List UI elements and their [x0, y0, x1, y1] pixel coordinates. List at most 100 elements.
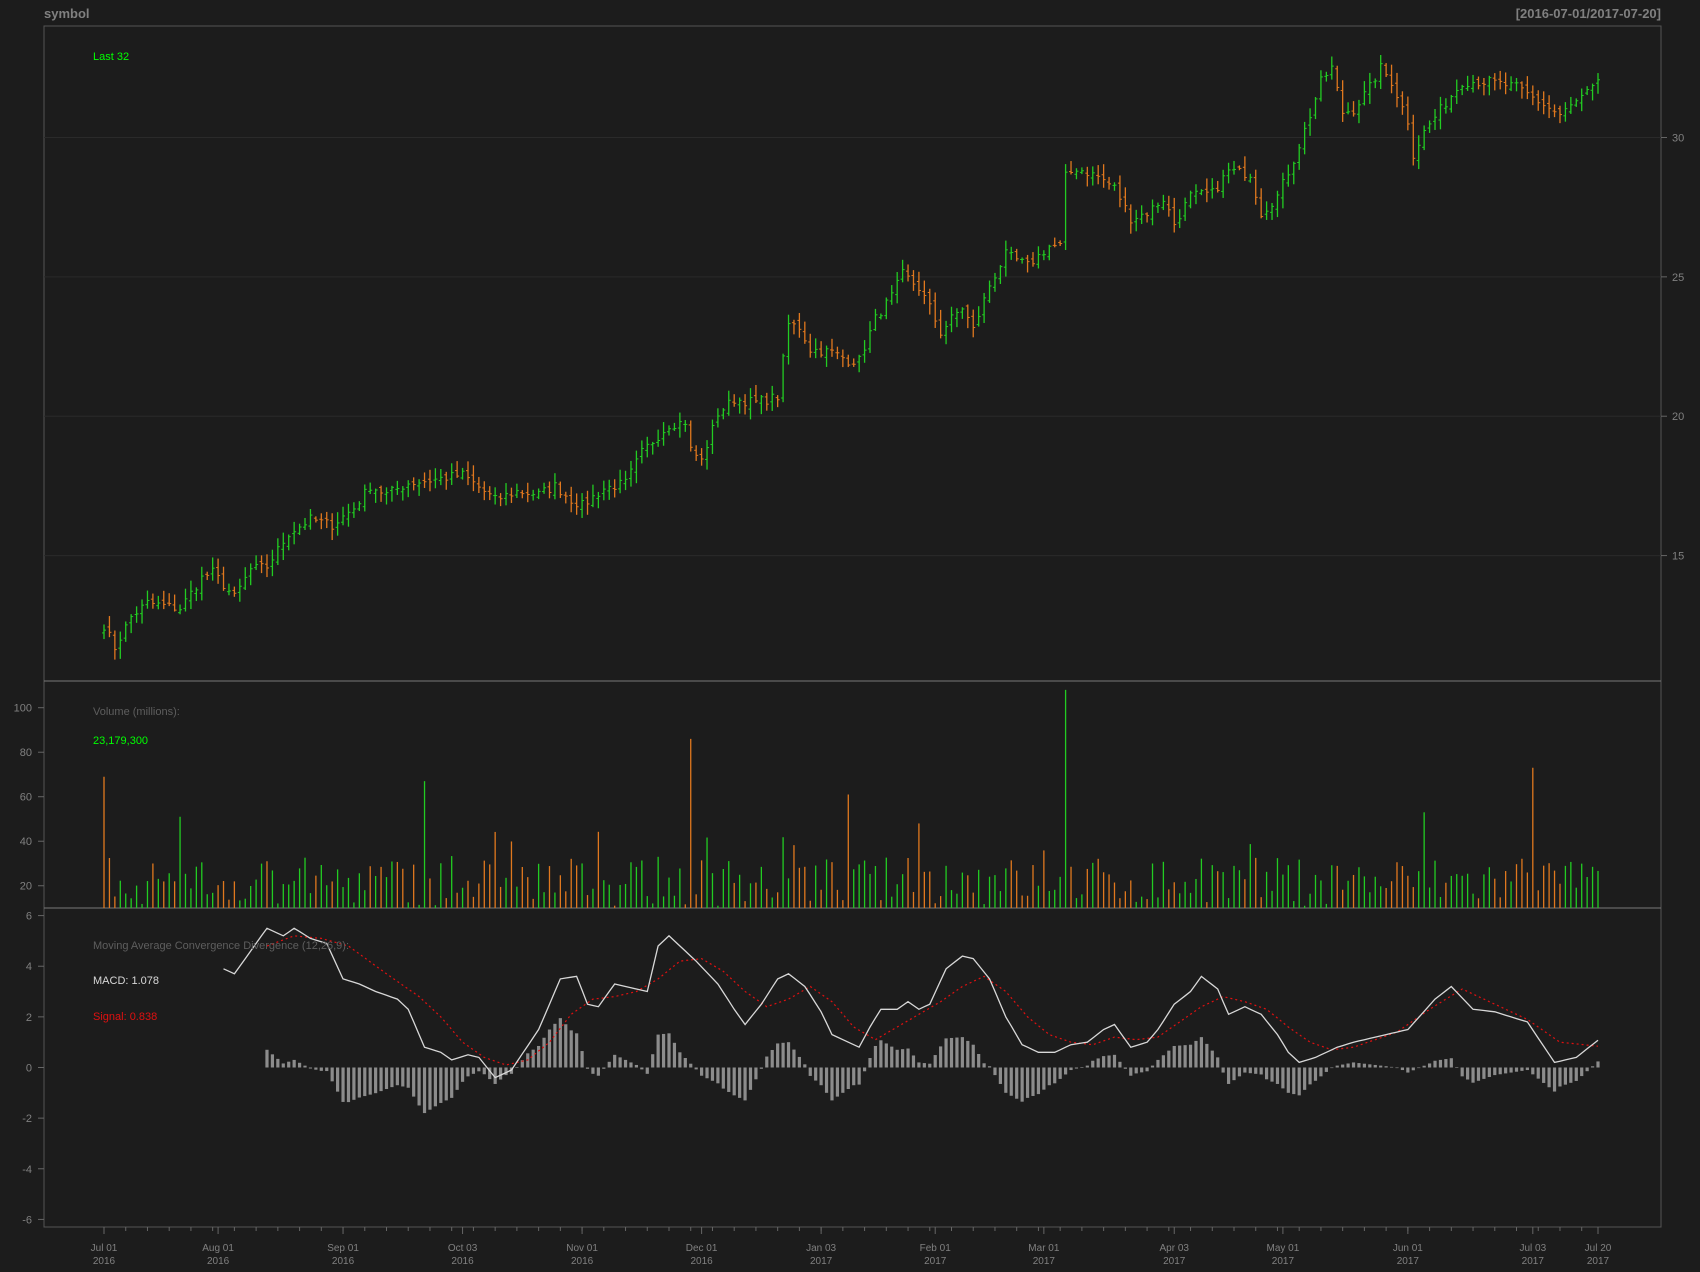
histogram-bar	[884, 1043, 888, 1068]
histogram-bar	[1226, 1067, 1231, 1084]
histogram-bar	[1150, 1065, 1155, 1068]
histogram-bar	[1504, 1067, 1508, 1074]
histogram-bar	[689, 1063, 693, 1068]
macd-tick-label: 2	[26, 1012, 32, 1024]
histogram-bar	[966, 1040, 970, 1068]
volume-tick-label: 40	[20, 836, 32, 848]
histogram-bar	[1341, 1064, 1345, 1068]
histogram-bar	[1102, 1056, 1106, 1068]
histogram-bar	[846, 1067, 850, 1090]
histogram-bar	[1210, 1050, 1214, 1068]
histogram-bar	[1096, 1058, 1100, 1068]
histogram-bar	[1275, 1067, 1280, 1084]
histogram-bar	[591, 1067, 595, 1074]
histogram-bar	[955, 1037, 959, 1068]
histogram-bar	[852, 1067, 856, 1086]
histogram-bar	[906, 1048, 910, 1068]
x-tick-year-label: 2016	[93, 1256, 116, 1267]
histogram-bar	[982, 1063, 986, 1068]
histogram-bar	[1400, 1067, 1405, 1071]
histogram-bar	[683, 1058, 687, 1068]
symbol-title: symbol	[44, 6, 90, 21]
histogram-bar	[1569, 1067, 1573, 1083]
signal-value-label: Signal: 0.838	[93, 1011, 157, 1023]
histogram-bar	[1237, 1067, 1242, 1077]
histogram-bar	[1172, 1045, 1176, 1068]
macd-tick-label: -4	[22, 1164, 32, 1176]
price-tick-label: 20	[1672, 411, 1684, 423]
histogram-bar	[656, 1034, 660, 1068]
histogram-bar	[1444, 1059, 1448, 1068]
histogram-bar	[824, 1067, 829, 1093]
histogram-bar	[1303, 1067, 1307, 1090]
histogram-bar	[901, 1049, 905, 1068]
histogram-bar	[564, 1024, 568, 1068]
histogram-bar	[634, 1064, 639, 1068]
histogram-bar	[537, 1045, 541, 1068]
x-tick-year-label: 2017	[1397, 1256, 1420, 1267]
x-tick-year-label: 2017	[924, 1256, 947, 1267]
histogram-bar	[1438, 1059, 1443, 1068]
histogram-bar	[1248, 1067, 1252, 1074]
histogram-bar	[1542, 1067, 1546, 1083]
histogram-bar	[1351, 1062, 1356, 1068]
histogram-bar	[1455, 1067, 1459, 1068]
histogram-bar	[1221, 1067, 1225, 1073]
histogram-bar	[1243, 1067, 1247, 1073]
histogram-bar	[792, 1049, 796, 1068]
volume-tick-label: 100	[14, 703, 32, 715]
histogram-bar	[1020, 1067, 1024, 1102]
histogram-bar	[352, 1067, 356, 1100]
macd-tick-label: -6	[22, 1214, 32, 1226]
x-tick-year-label: 2017	[1163, 1256, 1186, 1267]
histogram-bar	[694, 1067, 698, 1070]
histogram-bar	[363, 1067, 367, 1097]
histogram-bar	[602, 1067, 606, 1069]
histogram-bar	[629, 1062, 633, 1068]
histogram-bar	[1161, 1055, 1165, 1068]
histogram-bar	[998, 1067, 1002, 1084]
x-tick-year-label: 2017	[1587, 1256, 1610, 1267]
price-grid	[44, 136, 1661, 557]
histogram-bar	[1389, 1066, 1394, 1068]
x-tick-year-label: 2016	[332, 1256, 355, 1267]
x-tick-year-label: 2017	[1272, 1256, 1295, 1267]
histogram-bar	[939, 1046, 943, 1068]
histogram-bar	[270, 1054, 275, 1068]
histogram-bar	[1547, 1067, 1551, 1088]
histogram-bar	[471, 1067, 476, 1074]
histogram-bar	[1368, 1064, 1372, 1068]
histogram-bar	[1482, 1067, 1486, 1079]
price-tick-label: 15	[1672, 551, 1684, 563]
macd-title: Moving Average Convergence Divergence (1…	[93, 940, 349, 952]
histogram-bar	[297, 1062, 302, 1068]
volume-tick-label: 20	[20, 881, 32, 893]
histogram-bar	[1053, 1067, 1057, 1084]
histogram-bar	[993, 1067, 997, 1076]
price-tick-label: 25	[1672, 272, 1684, 284]
last-price-label: Last 32	[93, 51, 129, 63]
histogram-bar	[1107, 1055, 1111, 1068]
histogram-bar	[341, 1067, 345, 1102]
histogram-bar	[265, 1049, 269, 1068]
histogram-bar	[743, 1067, 747, 1101]
histogram-bar	[770, 1049, 774, 1068]
histogram-bar	[928, 1063, 932, 1068]
histogram-bar	[401, 1067, 405, 1087]
histogram-bar	[977, 1053, 981, 1068]
histogram-bar	[1590, 1066, 1595, 1068]
histogram-bar	[1031, 1067, 1035, 1096]
histogram-bar	[1319, 1067, 1323, 1077]
histogram-bar	[412, 1067, 416, 1097]
histogram-bar	[1596, 1061, 1600, 1068]
histogram-bar	[390, 1067, 394, 1088]
histogram-bar	[661, 1033, 666, 1068]
histogram-bar	[1080, 1067, 1084, 1068]
x-tick-month-label: Dec 01	[686, 1243, 718, 1254]
histogram-bar	[819, 1067, 823, 1086]
histogram-bar	[672, 1042, 677, 1068]
x-tick-year-label: 2017	[1033, 1256, 1056, 1267]
histogram-bar	[1297, 1067, 1301, 1096]
histogram-bar	[786, 1042, 791, 1068]
histogram-bar	[1129, 1067, 1133, 1076]
